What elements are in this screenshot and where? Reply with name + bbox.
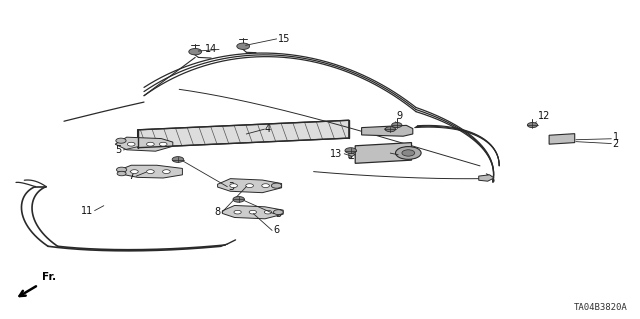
Polygon shape xyxy=(549,134,575,144)
Text: 14: 14 xyxy=(205,44,218,55)
Circle shape xyxy=(230,184,237,188)
Circle shape xyxy=(385,128,390,130)
Circle shape xyxy=(233,197,244,202)
Text: 8: 8 xyxy=(214,207,221,217)
Text: 4: 4 xyxy=(264,124,271,134)
Polygon shape xyxy=(218,179,282,193)
Circle shape xyxy=(345,148,356,153)
Text: 9: 9 xyxy=(397,111,403,121)
Polygon shape xyxy=(355,143,412,163)
Circle shape xyxy=(385,127,396,132)
Circle shape xyxy=(273,210,283,215)
Text: 2: 2 xyxy=(612,139,619,149)
Circle shape xyxy=(147,142,154,146)
Text: 12: 12 xyxy=(538,111,550,121)
Circle shape xyxy=(402,150,415,156)
Text: Fr.: Fr. xyxy=(42,272,56,282)
Text: 13: 13 xyxy=(330,149,342,159)
Text: 11: 11 xyxy=(81,205,93,216)
Circle shape xyxy=(127,142,135,146)
Polygon shape xyxy=(223,205,283,219)
Polygon shape xyxy=(349,151,355,158)
Polygon shape xyxy=(118,165,182,178)
Circle shape xyxy=(246,184,253,188)
Circle shape xyxy=(159,142,167,146)
Circle shape xyxy=(189,48,202,55)
Circle shape xyxy=(271,183,282,188)
Polygon shape xyxy=(479,175,494,181)
Circle shape xyxy=(264,210,271,214)
Text: 1: 1 xyxy=(612,132,619,142)
Circle shape xyxy=(116,138,126,143)
Circle shape xyxy=(116,167,127,172)
Polygon shape xyxy=(362,125,413,136)
Text: 3: 3 xyxy=(228,182,235,192)
Circle shape xyxy=(249,210,257,214)
Text: 6: 6 xyxy=(273,225,280,235)
Circle shape xyxy=(237,43,250,49)
Circle shape xyxy=(172,157,184,162)
Circle shape xyxy=(396,147,421,160)
Circle shape xyxy=(147,170,154,174)
Circle shape xyxy=(262,184,269,188)
Text: 5: 5 xyxy=(115,145,122,155)
Polygon shape xyxy=(115,137,173,151)
Circle shape xyxy=(163,170,170,174)
Text: TA04B3820A: TA04B3820A xyxy=(573,303,627,312)
Circle shape xyxy=(527,122,538,128)
Circle shape xyxy=(234,210,241,214)
Text: 3: 3 xyxy=(275,209,282,219)
Text: 10: 10 xyxy=(399,150,412,160)
Text: 7: 7 xyxy=(128,171,134,181)
Circle shape xyxy=(131,170,138,174)
Circle shape xyxy=(392,122,402,128)
Polygon shape xyxy=(138,120,349,148)
Circle shape xyxy=(117,171,126,176)
Text: 15: 15 xyxy=(278,34,290,44)
